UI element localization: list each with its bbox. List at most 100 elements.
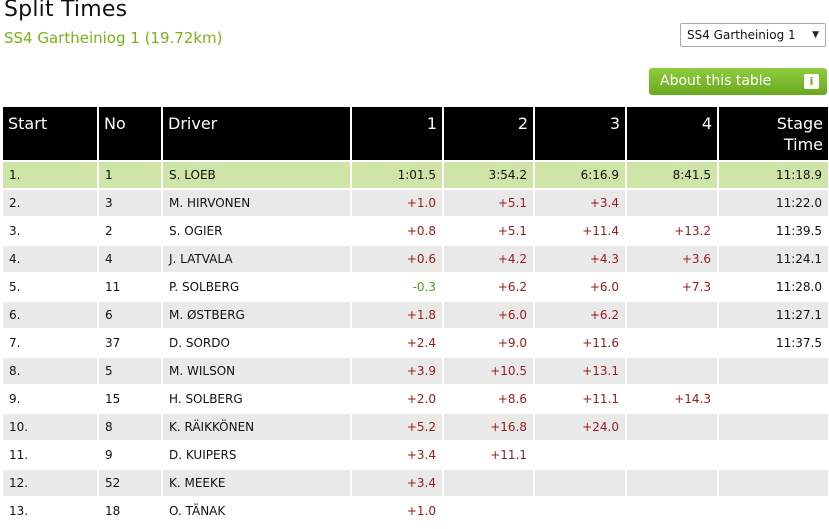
cell-split-3: +13.1 <box>535 356 627 384</box>
col-header-driver[interactable]: Driver <box>163 107 352 160</box>
cell-no: 6 <box>99 300 163 328</box>
cell-no: 9 <box>99 440 163 468</box>
cell-no: 11 <box>99 272 163 300</box>
stage-select[interactable]: SS4 Gartheiniog 1 ▼ <box>680 23 826 47</box>
cell-start: 3. <box>3 216 99 244</box>
col-header-split-4[interactable]: 4 <box>627 107 719 160</box>
cell-driver: K. RÄIKKÖNEN <box>163 412 352 440</box>
cell-split-2: +11.1 <box>444 440 535 468</box>
cell-driver: J. LATVALA <box>163 244 352 272</box>
table-row: 12. 52 K. MEEKE +3.4 <box>3 468 828 496</box>
cell-split-4 <box>627 188 719 216</box>
cell-stage-time: 11:39.5 <box>719 216 828 244</box>
cell-split-2: +9.0 <box>444 328 535 356</box>
cell-split-1: -0.3 <box>352 272 444 300</box>
cell-start: 9. <box>3 384 99 412</box>
cell-split-2: +16.8 <box>444 412 535 440</box>
cell-driver: P. SOLBERG <box>163 272 352 300</box>
cell-split-2: +4.2 <box>444 244 535 272</box>
table-row: 7. 37 D. SORDO +2.4 +9.0 +11.6 11:37.5 <box>3 328 828 356</box>
cell-stage-time: 11:28.0 <box>719 272 828 300</box>
cell-no: 37 <box>99 328 163 356</box>
cell-split-3 <box>535 496 627 524</box>
cell-driver: D. KUIPERS <box>163 440 352 468</box>
cell-split-3 <box>535 440 627 468</box>
cell-no: 2 <box>99 216 163 244</box>
cell-split-3: 6:16.9 <box>535 160 627 188</box>
cell-split-2: +5.1 <box>444 216 535 244</box>
cell-start: 10. <box>3 412 99 440</box>
cell-split-2: +5.1 <box>444 188 535 216</box>
table-row: 13. 18 O. TÄNAK +1.0 <box>3 496 828 524</box>
cell-split-4: 8:41.5 <box>627 160 719 188</box>
col-header-no[interactable]: No <box>99 107 163 160</box>
cell-split-1: +5.2 <box>352 412 444 440</box>
about-table-label: About this table <box>660 73 772 89</box>
cell-split-1: +3.4 <box>352 440 444 468</box>
cell-no: 52 <box>99 468 163 496</box>
col-header-stage-time[interactable]: Stage Time <box>719 107 828 160</box>
cell-split-4: +7.3 <box>627 272 719 300</box>
table-row: 4. 4 J. LATVALA +0.6 +4.2 +4.3 +3.6 11:24.1 <box>3 244 828 272</box>
stage-subtitle: SS4 Gartheiniog 1 (19.72km) <box>4 29 223 47</box>
cell-split-4: +3.6 <box>627 244 719 272</box>
table-row: 9. 15 H. SOLBERG +2.0 +8.6 +11.1 +14.3 <box>3 384 828 412</box>
cell-no: 15 <box>99 384 163 412</box>
table-row: 8. 5 M. WILSON +3.9 +10.5 +13.1 <box>3 356 828 384</box>
cell-split-1: +1.8 <box>352 300 444 328</box>
cell-split-2: +6.0 <box>444 300 535 328</box>
cell-stage-time <box>719 384 828 412</box>
cell-split-1: +0.8 <box>352 216 444 244</box>
page-title: Split Times <box>4 0 128 22</box>
about-table-button[interactable]: About this table i <box>649 68 827 95</box>
cell-split-3 <box>535 468 627 496</box>
table-row: 6. 6 M. ØSTBERG +1.8 +6.0 +6.2 11:27.1 <box>3 300 828 328</box>
cell-stage-time: 11:18.9 <box>719 160 828 188</box>
cell-no: 1 <box>99 160 163 188</box>
col-header-split-3[interactable]: 3 <box>535 107 627 160</box>
cell-split-2 <box>444 468 535 496</box>
cell-driver: M. WILSON <box>163 356 352 384</box>
col-header-start[interactable]: Start <box>3 107 99 160</box>
cell-stage-time: 11:24.1 <box>719 244 828 272</box>
cell-split-3: +11.4 <box>535 216 627 244</box>
cell-split-3: +6.0 <box>535 272 627 300</box>
cell-stage-time <box>719 356 828 384</box>
cell-split-2 <box>444 496 535 524</box>
cell-split-3: +11.6 <box>535 328 627 356</box>
table-row: 11. 9 D. KUIPERS +3.4 +11.1 <box>3 440 828 468</box>
cell-split-4 <box>627 356 719 384</box>
cell-split-4: +13.2 <box>627 216 719 244</box>
col-header-split-1[interactable]: 1 <box>352 107 444 160</box>
cell-split-1: +0.6 <box>352 244 444 272</box>
col-header-split-2[interactable]: 2 <box>444 107 535 160</box>
cell-start: 13. <box>3 496 99 524</box>
cell-split-3: +3.4 <box>535 188 627 216</box>
split-times-table: Start No Driver 1 2 3 4 Stage Time 1. 1 S. … <box>3 107 828 524</box>
cell-no: 4 <box>99 244 163 272</box>
cell-start: 1. <box>3 160 99 188</box>
cell-driver: S. LOEB <box>163 160 352 188</box>
table-header-row: Start No Driver 1 2 3 4 Stage Time <box>3 107 828 160</box>
cell-split-1: 1:01.5 <box>352 160 444 188</box>
cell-start: 8. <box>3 356 99 384</box>
cell-no: 3 <box>99 188 163 216</box>
cell-split-1: +1.0 <box>352 496 444 524</box>
cell-driver: M. HIRVONEN <box>163 188 352 216</box>
cell-split-1: +2.4 <box>352 328 444 356</box>
cell-driver: D. SORDO <box>163 328 352 356</box>
chevron-down-icon: ▼ <box>812 30 819 40</box>
cell-split-4 <box>627 412 719 440</box>
cell-start: 7. <box>3 328 99 356</box>
cell-split-2: +6.2 <box>444 272 535 300</box>
cell-stage-time: 11:37.5 <box>719 328 828 356</box>
cell-split-2: +8.6 <box>444 384 535 412</box>
cell-start: 2. <box>3 188 99 216</box>
cell-driver: M. ØSTBERG <box>163 300 352 328</box>
cell-start: 11. <box>3 440 99 468</box>
cell-split-1: +3.4 <box>352 468 444 496</box>
cell-stage-time <box>719 496 828 524</box>
cell-split-2: +10.5 <box>444 356 535 384</box>
cell-start: 4. <box>3 244 99 272</box>
cell-start: 12. <box>3 468 99 496</box>
